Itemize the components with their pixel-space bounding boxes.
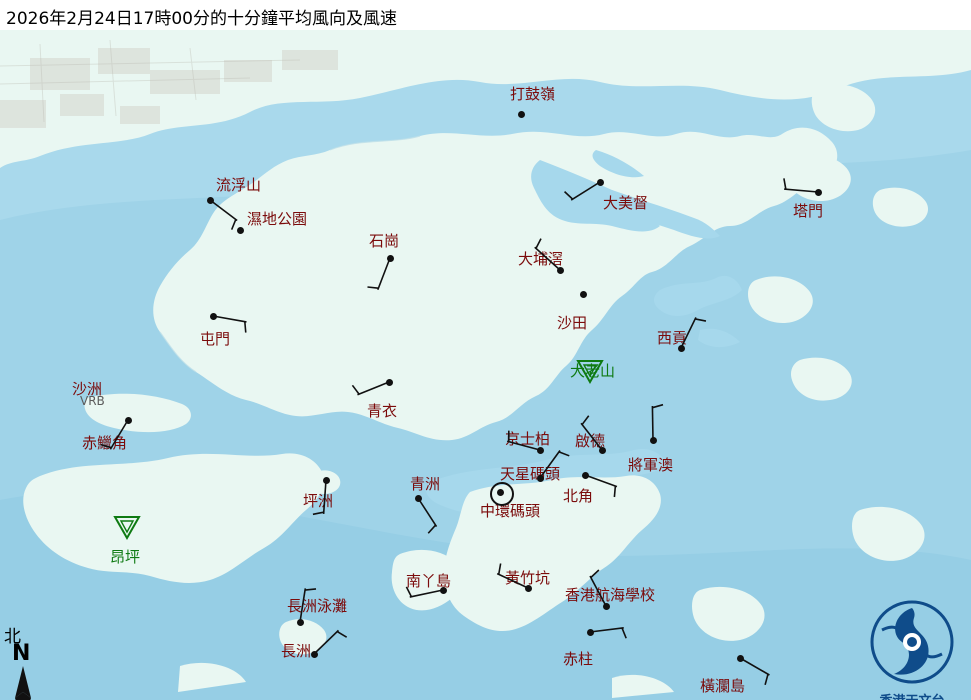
station-marker-dot — [387, 255, 394, 262]
station-marker-dot — [557, 267, 564, 274]
station-marker-dot — [737, 655, 744, 662]
station-label: 南丫島 — [406, 572, 452, 590]
title-bar: 2026年2月24日17時00分的十分鐘平均風向及風速 — [0, 0, 971, 30]
station-label: 昂坪 — [110, 548, 141, 566]
station-label: 京士柏 — [505, 430, 551, 448]
station-marker-dot — [311, 651, 318, 658]
station-marker-dot — [210, 313, 217, 320]
hko-logo: 香港天文台 HONG KONG OBSERVATORY — [856, 600, 968, 700]
station-label: 赤柱 — [563, 650, 594, 668]
station-marker-dot — [125, 417, 132, 424]
station-marker-dot — [440, 587, 447, 594]
station-label: 大美督 — [603, 194, 649, 212]
logo-name-cn: 香港天文台 — [856, 690, 968, 700]
calm-wind-marker-icon — [113, 514, 141, 544]
station-label: 橫瀾島 — [700, 677, 746, 695]
station-marker-dot — [525, 585, 532, 592]
station-marker-dot — [582, 472, 589, 479]
station-label: 坪洲 — [303, 492, 334, 510]
station-marker-dot — [650, 437, 657, 444]
station-label: 長洲泳灘 — [287, 597, 348, 615]
map-graphic — [0, 30, 971, 700]
station-marker-dot — [386, 379, 393, 386]
map-canvas[interactable]: 打鼓嶺 流浮山 濕地公園 石崗 大美督 塔門 大埔滘 沙田 西貢 大老山 屯門 沙洲 VRB 赤鱲角 青衣京… — [0, 30, 971, 700]
station-label: 香港航海學校 — [565, 586, 656, 604]
station-marker-dot — [537, 447, 544, 454]
station-marker-dot — [297, 619, 304, 626]
station-label: 石崗 — [369, 232, 400, 250]
station-marker-dot — [323, 477, 330, 484]
svg-text:N: N — [12, 641, 30, 666]
station-marker-ring — [490, 482, 514, 506]
station-label: 沙田 — [557, 314, 588, 332]
station-label: 沙洲 — [72, 380, 103, 398]
station-marker-dot — [537, 475, 544, 482]
calm-wind-marker-icon — [576, 358, 604, 388]
station-label: 西貢 — [657, 329, 688, 347]
station-label: 青衣 — [367, 402, 398, 420]
station-marker-dot — [237, 227, 244, 234]
station-marker-dot — [587, 629, 594, 636]
station-label: VRB — [80, 394, 105, 408]
station-marker-dot — [207, 197, 214, 204]
station-label: 將軍澳 — [628, 456, 674, 474]
station-label: 打鼓嶺 — [510, 85, 556, 103]
station-label: 屯門 — [200, 330, 231, 348]
station-marker-dot — [518, 111, 525, 118]
hko-emblem-icon — [870, 600, 954, 684]
compass-label-cn: 北 — [4, 627, 21, 647]
station-label: 天星碼頭 — [500, 465, 561, 483]
station-label: 流浮山 — [216, 176, 262, 194]
station-marker-dot — [415, 495, 422, 502]
station-label: 中環碼頭 — [480, 502, 541, 520]
station-marker-dot — [597, 179, 604, 186]
station-marker-dot — [815, 189, 822, 196]
compass-rose: 北 N — [4, 622, 50, 700]
station-marker-dot — [603, 603, 610, 610]
station-marker-dot — [580, 291, 587, 298]
station-label: 大埔滘 — [518, 250, 564, 268]
station-marker-dot — [678, 345, 685, 352]
station-label: 長洲 — [281, 642, 312, 660]
station-label: 青洲 — [410, 475, 441, 493]
station-label: 塔門 — [793, 202, 824, 220]
compass-needle-icon: N — [12, 641, 31, 700]
station-label: 赤鱲角 — [82, 434, 128, 452]
page-title: 2026年2月24日17時00分的十分鐘平均風向及風速 — [6, 9, 397, 29]
station-label: 北角 — [563, 487, 594, 505]
station-marker-dot — [599, 447, 606, 454]
station-label: 濕地公園 — [247, 210, 308, 228]
